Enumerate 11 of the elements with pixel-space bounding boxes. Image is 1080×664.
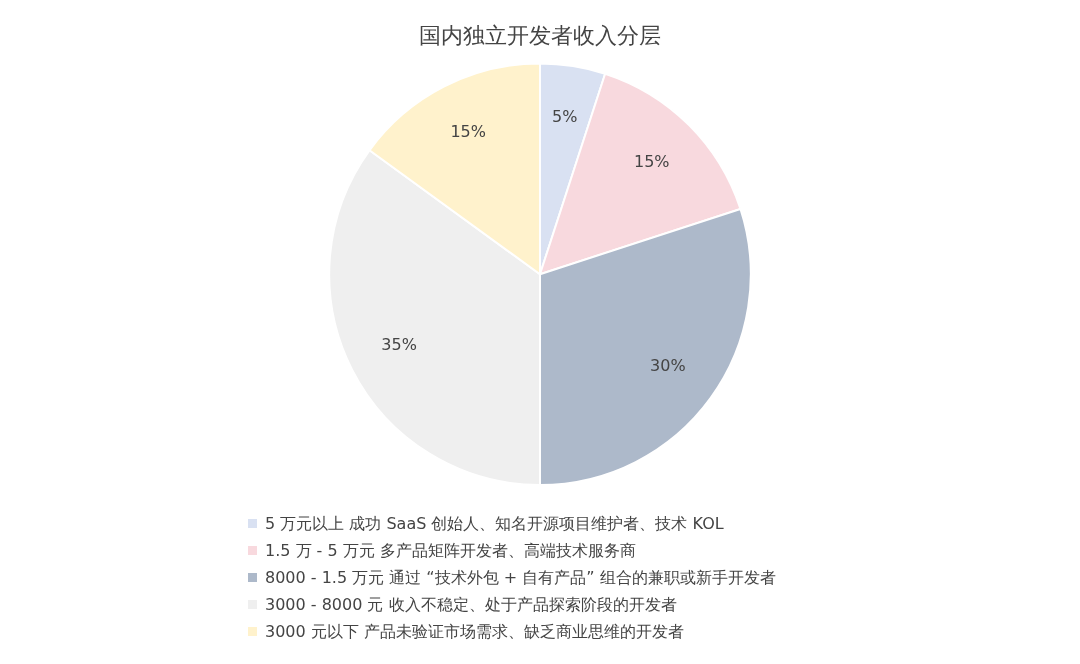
legend-label: 8000 - 1.5 万元 通过 “技术外包 + 自有产品” 组合的兼职或新手开发者 <box>264 567 776 589</box>
legend-label: 1.5 万 - 5 万元 多产品矩阵开发者、高端技术服务商 <box>264 540 637 562</box>
data-label: 35% <box>381 335 417 355</box>
data-label: 15% <box>450 122 487 142</box>
data-label: 15% <box>634 151 670 171</box>
chart-title: 国内独立开发者收入分层 <box>419 22 661 48</box>
legend-label: 3000 - 8000 元 收入不稳定、处于产品探索阶段的开发者 <box>264 594 678 616</box>
data-label: 5% <box>552 107 578 127</box>
legend-label: 5 万元以上 成功 SaaS 创始人、知名开源项目维护者、技术 KOL <box>264 513 725 535</box>
data-label: 30% <box>650 356 686 376</box>
legend-label: 3000 元以下 产品未验证市场需求、缺乏商业思维的开发者 <box>264 621 685 643</box>
